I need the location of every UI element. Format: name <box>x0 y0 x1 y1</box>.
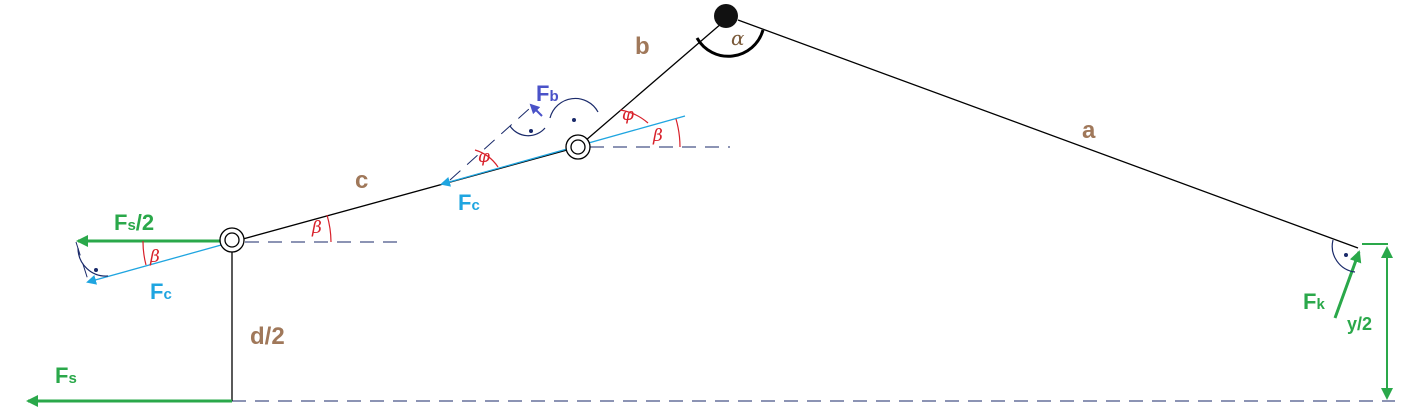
label-fk: Fk <box>1303 289 1325 314</box>
label-fb: Fb <box>536 81 559 106</box>
label-beta-middle: β <box>652 126 663 146</box>
label-d-half: d/2 <box>250 323 285 350</box>
fc-left-dashed-line <box>75 241 89 281</box>
dot-fb-right <box>572 118 576 122</box>
fk-arrow <box>1333 250 1362 319</box>
green-forces <box>26 235 1393 407</box>
phi-arc-lower <box>474 149 499 168</box>
label-y-half: y/2 <box>1347 314 1372 334</box>
label-fc-left-main: F <box>150 279 163 304</box>
fixed-pivot <box>714 4 738 28</box>
label-fk-main: F <box>1303 289 1316 314</box>
right-angle-fb-right <box>549 97 599 119</box>
dot-fb-left <box>529 129 533 133</box>
right-angle-fk <box>1331 239 1356 273</box>
fb-arrow <box>529 103 543 117</box>
label-beta-left-force: β <box>149 247 160 267</box>
label-fs-half-suffix: /2 <box>136 210 154 235</box>
label-b: b <box>635 33 650 60</box>
label-fs-half: Fs/2 <box>114 210 154 235</box>
label-fb-sub: b <box>549 88 558 105</box>
label-phi-upper: φ <box>622 105 634 125</box>
label-fs-half-sub: s <box>127 217 135 234</box>
label-fb-main: F <box>536 81 549 106</box>
beta-arc-middle <box>675 118 681 148</box>
joint-left-inner <box>224 232 240 248</box>
alpha-arc <box>695 29 765 58</box>
label-a: a <box>1082 117 1096 144</box>
label-phi-lower: φ <box>478 147 490 167</box>
fc-line-middle <box>440 115 686 187</box>
dot-fk <box>1344 253 1348 257</box>
joints <box>219 134 591 253</box>
force-c-lines <box>86 115 686 285</box>
label-fc-middle: Fc <box>458 190 480 215</box>
angle-arcs <box>142 109 681 266</box>
label-fs-main: F <box>55 363 68 388</box>
fc-line-left <box>86 241 233 285</box>
joint-middle-inner <box>570 139 586 155</box>
fb-dashed-line <box>449 107 531 181</box>
label-alpha: α <box>731 26 745 50</box>
label-fs-sub: s <box>68 370 76 387</box>
links <box>231 19 1359 401</box>
label-beta-left-joint: β <box>311 218 322 238</box>
reference-lines <box>75 107 1395 402</box>
right-angle-dots <box>94 118 1348 272</box>
label-c: c <box>355 167 368 194</box>
label-fs: Fs <box>55 363 77 388</box>
label-fs-half-main: F <box>114 210 127 235</box>
link-c <box>231 146 579 243</box>
right-angle-markers <box>77 97 1356 277</box>
beta-arc-left-joint <box>326 214 332 243</box>
label-fc-left: Fc <box>150 279 172 304</box>
link-b <box>577 22 723 148</box>
label-fc-middle-sub: c <box>471 197 479 214</box>
dot-fc-left <box>94 268 98 272</box>
label-fk-sub: k <box>1316 296 1325 313</box>
right-angle-fc-left <box>77 247 109 277</box>
label-fc-left-sub: c <box>163 286 171 303</box>
label-fc-middle-main: F <box>458 190 471 215</box>
right-angle-fb-left <box>509 125 546 137</box>
beta-arc-left-force <box>142 240 147 266</box>
phi-arc-upper <box>619 109 649 124</box>
link-a <box>737 19 1359 249</box>
